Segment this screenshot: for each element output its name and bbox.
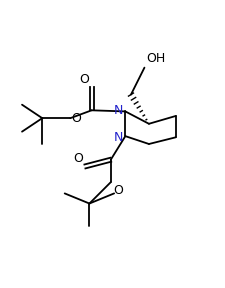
Text: N: N — [113, 131, 123, 144]
Text: OH: OH — [146, 52, 165, 65]
Text: O: O — [112, 184, 122, 198]
Text: O: O — [71, 112, 81, 125]
Text: O: O — [72, 152, 82, 165]
Text: N: N — [113, 104, 123, 117]
Text: O: O — [79, 73, 89, 86]
